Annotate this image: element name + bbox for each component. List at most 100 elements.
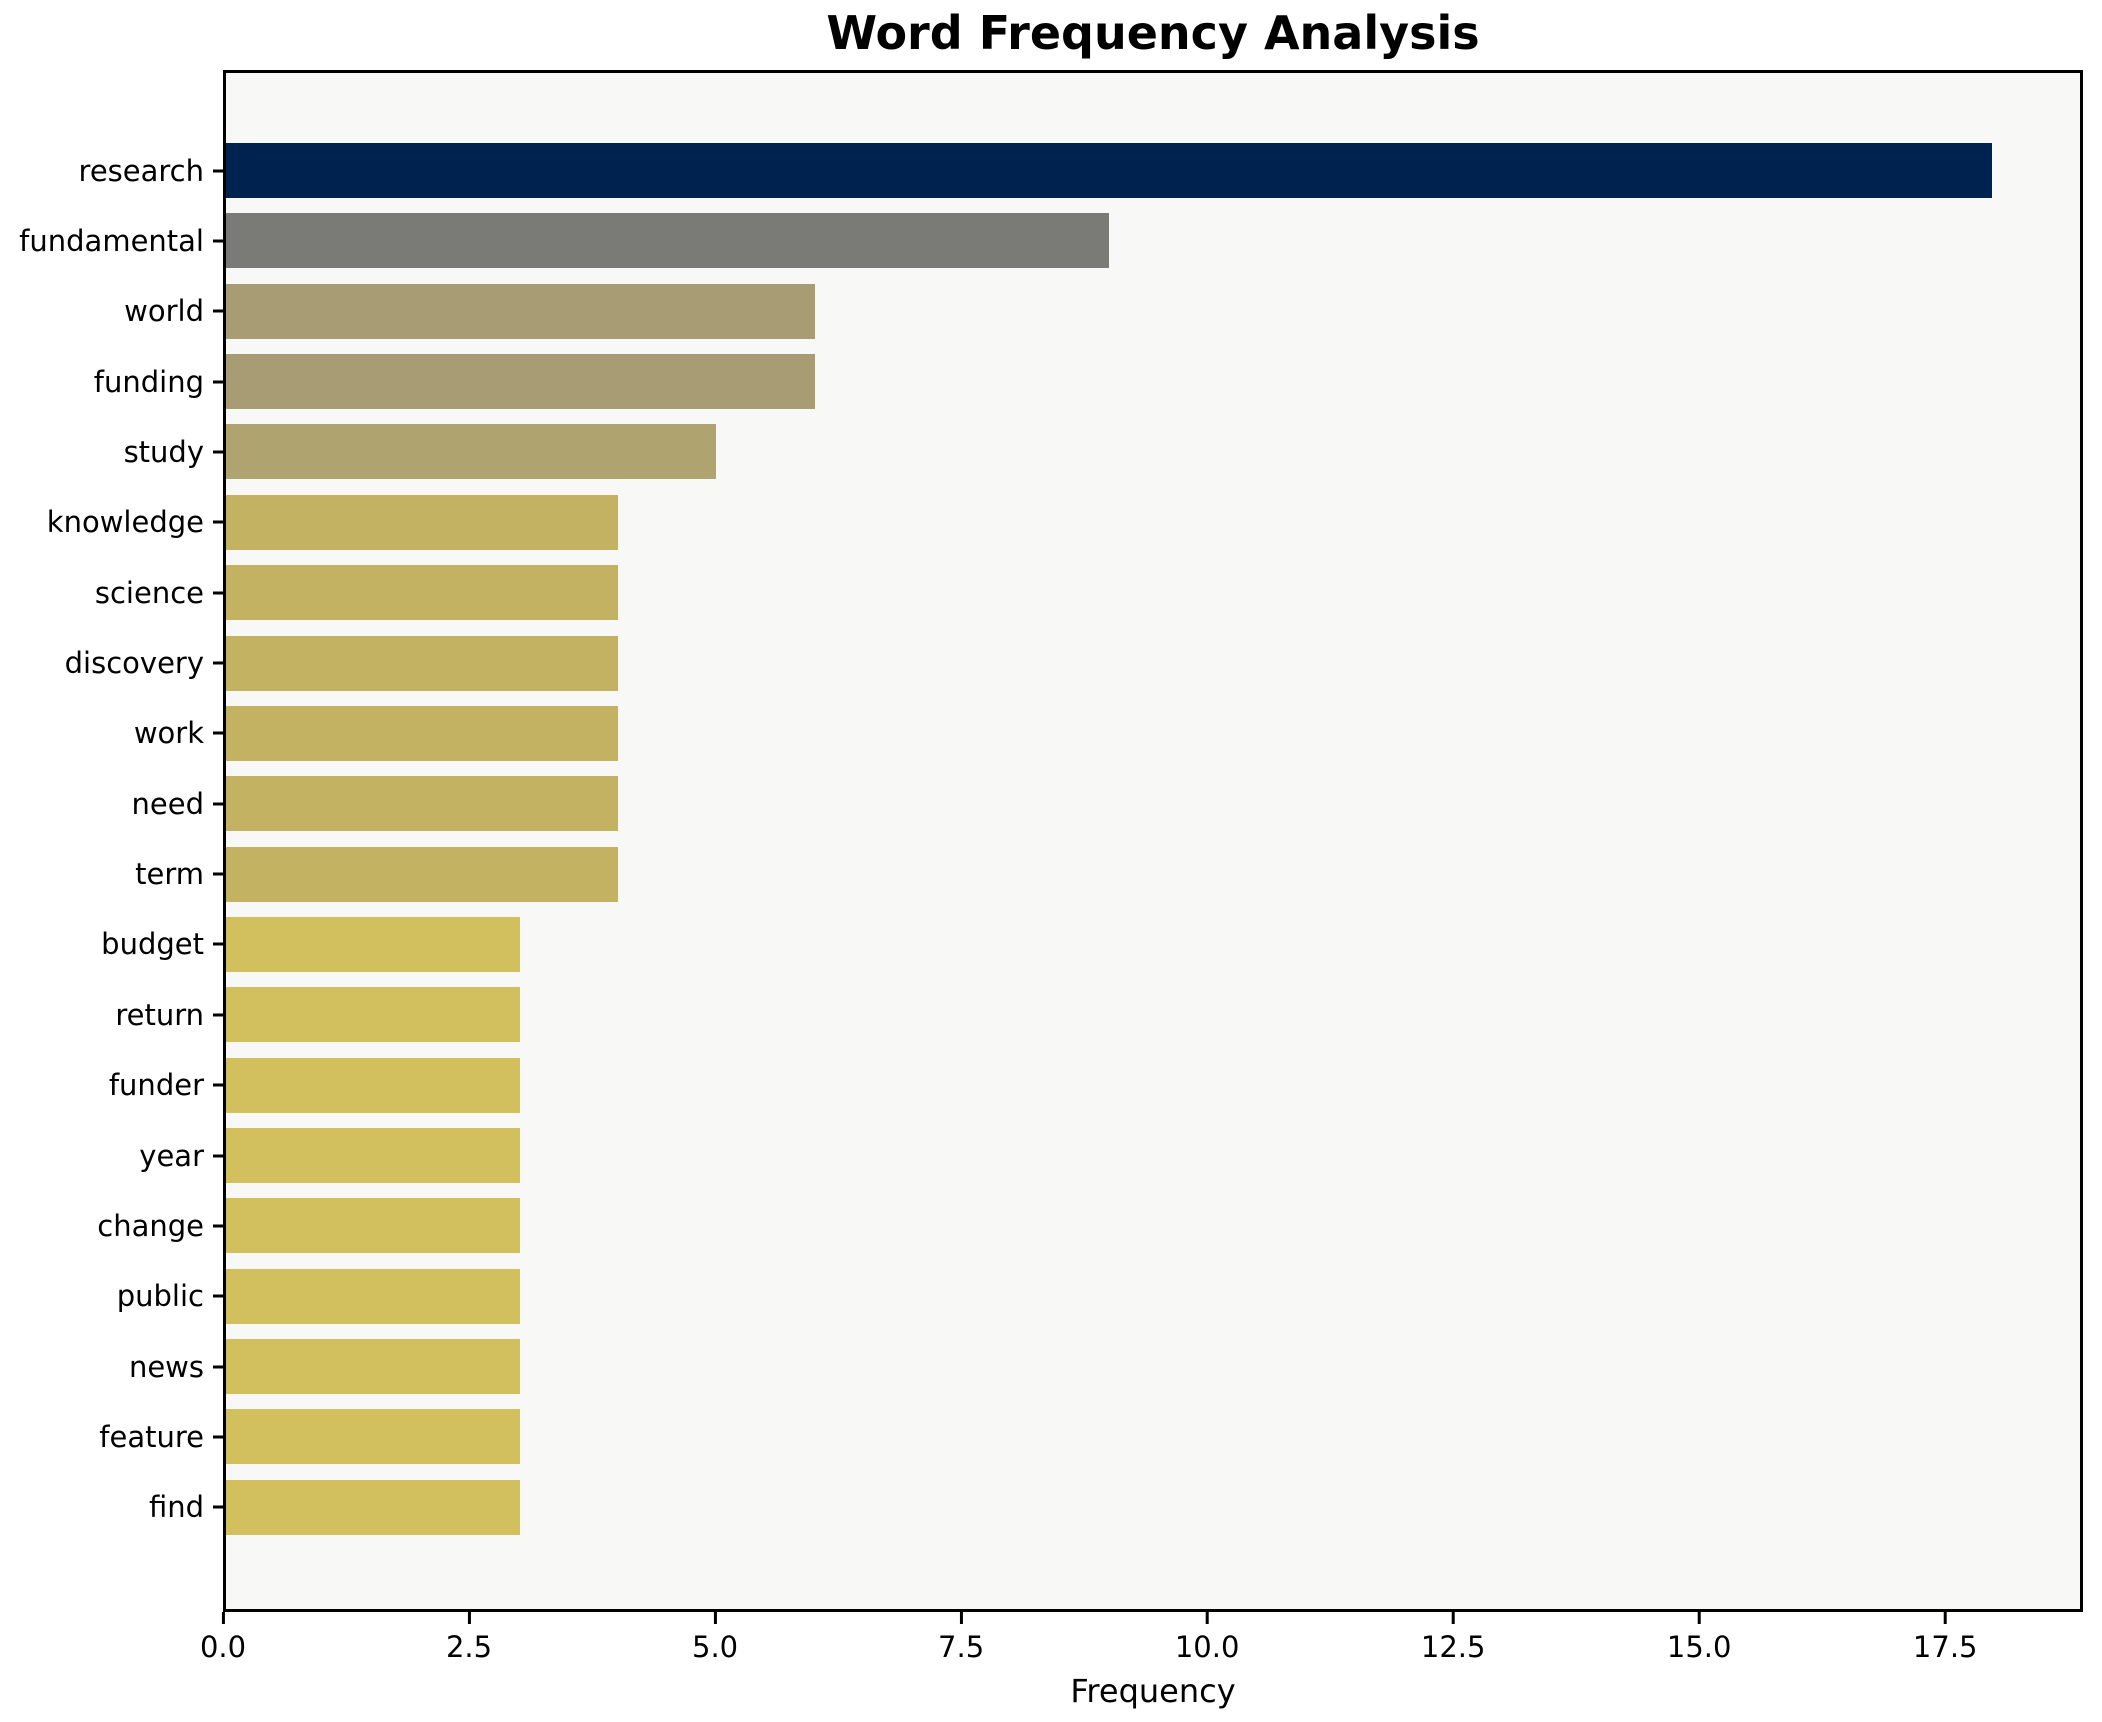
y-tick-label: discovery [64,646,204,681]
y-tick-mark [213,239,223,243]
bar-row: budget [101,916,2080,972]
y-tick-label: fundamental [19,223,204,258]
y-tick-label: funding [93,364,204,399]
y-tick-label: year [139,1138,204,1173]
bar-world [226,283,815,339]
y-tick-label: change [97,1208,204,1243]
bar-change [226,1198,521,1254]
x-tick: 7.5 [938,1612,984,1664]
bar-news [226,1339,521,1395]
bar-public [226,1268,521,1324]
x-tick-label: 0.0 [199,1630,247,1664]
x-tick-mark [1697,1612,1701,1624]
bar-work [226,705,619,761]
bar-return [226,987,521,1043]
x-tick: 15.0 [1667,1612,1731,1664]
y-tick-mark [213,1224,223,1228]
x-tick-label: 5.0 [692,1630,739,1664]
y-tick-mark [213,1013,223,1017]
y-tick-mark [213,169,223,172]
bar-row: return [115,987,2080,1043]
x-tick-mark [713,1612,717,1624]
y-tick-label: find [148,1490,204,1525]
y-tick-label: study [123,434,204,469]
y-tick-label: world [124,294,204,329]
bar-row: world [124,283,2080,339]
x-tick: 12.5 [1420,1612,1486,1664]
x-tick: 17.5 [1913,1612,1978,1664]
x-tick-mark [1943,1612,1947,1624]
bar-row: year [139,1128,2080,1184]
bar-row: news [129,1339,2080,1395]
bar-row: research [79,143,2080,198]
bar-row: fundamental [19,213,2080,269]
y-tick-label: public [116,1279,204,1314]
bar-row: need [132,776,2080,832]
bar-row: knowledge [47,494,2080,550]
bar-row: discovery [65,635,2080,691]
bar-funding [226,354,815,410]
x-tick-mark [467,1612,471,1624]
bar-row: science [95,565,2080,621]
bar-science [226,565,619,621]
y-tick-mark [213,1365,223,1369]
x-tick-mark [1205,1612,1209,1624]
y-tick-mark [213,1083,223,1087]
bar-term [226,846,619,902]
y-tick-mark [213,450,223,454]
bar-fundamental [226,213,1109,269]
y-tick-label: work [133,716,204,751]
y-tick-mark [213,520,223,524]
x-axis-label: Frequency [1070,1672,1236,1710]
y-tick-mark [213,309,223,313]
y-tick-mark [213,802,223,806]
bar-need [226,776,619,832]
y-tick-label: budget [101,927,204,962]
bar-row: feature [99,1409,2080,1465]
bar-find [226,1479,521,1535]
chart-title: Word Frequency Analysis [826,6,1480,60]
y-tick-label: feature [99,1419,204,1454]
y-tick-label: research [78,153,204,188]
bar-row: term [135,846,2080,902]
x-tick-mark [221,1612,225,1624]
y-tick-mark [213,872,223,876]
plot-area: research fundamental world funding study know… [19,70,2083,1612]
x-tick-mark [959,1612,963,1624]
bar-budget [226,916,521,972]
x-tick-label: 10.0 [1174,1630,1240,1664]
x-tick: 0.0 [200,1612,246,1664]
y-tick-mark [213,942,223,946]
y-tick-mark [213,1435,223,1439]
x-tick-label: 17.5 [1912,1630,1978,1664]
y-tick-label: need [131,786,204,821]
y-tick-label: news [128,1349,204,1384]
x-tick: 10.0 [1174,1612,1240,1664]
x-tick-label: 2.5 [445,1630,493,1664]
y-tick-label: funder [108,1068,204,1103]
y-tick-label: science [94,575,204,610]
bar-discovery [226,635,619,691]
x-tick-label: 12.5 [1420,1630,1486,1664]
bar-row: change [97,1198,2080,1254]
bar-row: public [117,1268,2080,1324]
y-tick-label: knowledge [46,505,204,540]
x-tick-mark [1451,1612,1455,1624]
y-tick-mark [213,1294,223,1298]
bar-row: study [124,424,2080,480]
x-tick: 5.0 [692,1612,738,1664]
bar-row: funder [109,1057,2080,1113]
y-tick-mark [213,731,223,735]
y-tick-label: term [135,857,204,892]
x-tick-label: 7.5 [938,1630,985,1664]
bar-year [226,1128,521,1184]
y-tick-mark [213,380,223,384]
y-tick-mark [213,661,223,665]
y-tick-label: return [115,997,204,1032]
bar-row: find [149,1479,2080,1535]
bar-feature [226,1409,521,1465]
bar-study [226,424,717,480]
bar-rows: research fundamental world funding study know… [19,143,2080,1535]
bar-funder [226,1057,521,1113]
